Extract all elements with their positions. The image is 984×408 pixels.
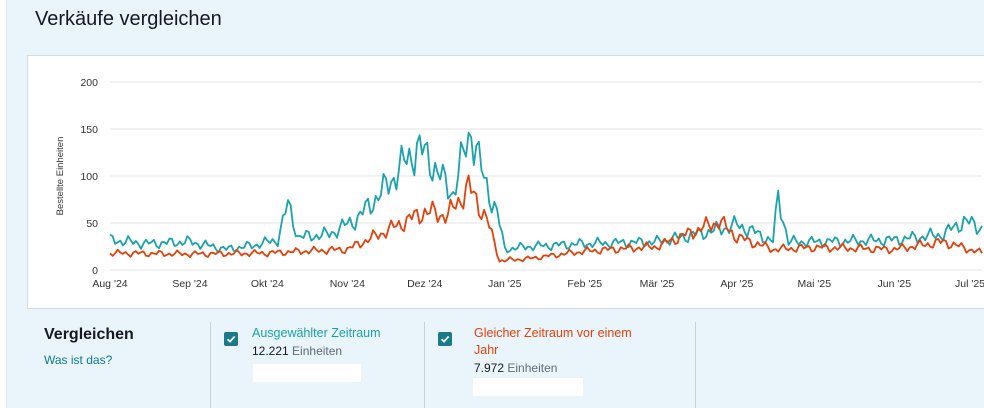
checkmark-icon — [226, 335, 236, 343]
checkmark-icon — [440, 335, 450, 343]
y-tick-label: 200 — [80, 77, 98, 89]
y-tick-label: 150 — [80, 124, 98, 136]
series-line-selected — [109, 131, 983, 254]
x-tick-label: Sep '24 — [172, 278, 207, 290]
x-tick-label: Nov '24 — [330, 278, 365, 290]
compare-section: Vergleichen Was ist das? Ausgewählter Ze… — [27, 318, 984, 408]
previous-year-label: Gleicher Zeitraum vor einem Jahr — [474, 325, 632, 359]
previous-year-checkbox[interactable] — [438, 332, 452, 346]
x-tick-label: Okt '24 — [251, 278, 284, 290]
previous-year-unit: Einheiten — [507, 361, 558, 375]
compare-title: Vergleichen — [44, 326, 134, 343]
previous-year-label-line1: Gleicher Zeitraum vor einem — [474, 326, 632, 340]
x-tick-label: Dez '24 — [407, 278, 442, 290]
chart-container: 0 50 100 150 200 Bestellte Einheiten Aug '24 Se… — [27, 55, 984, 309]
redacted-area — [253, 364, 361, 382]
selected-period-checkbox[interactable] — [224, 332, 238, 346]
previous-year-count: 7.972 — [474, 361, 505, 375]
y-axis-label: Bestellte Einheiten — [55, 137, 66, 216]
x-tick-label: Aug '24 — [92, 278, 127, 290]
x-tick-label: Mär '25 — [640, 278, 675, 290]
selected-period-label: Ausgewählter Zeitraum — [252, 326, 381, 340]
selected-period-value: 12.221 Einheiten — [252, 344, 342, 358]
x-tick-label: Jan '25 — [488, 278, 522, 290]
sales-line-chart: 0 50 100 150 200 Bestellte Einheiten Aug '24 Se… — [55, 77, 984, 290]
y-tick-label: 0 — [92, 265, 98, 277]
divider — [424, 322, 425, 408]
x-tick-label: Mai '25 — [798, 278, 832, 290]
redacted-area — [473, 378, 583, 396]
selected-period-count: 12.221 — [252, 344, 289, 358]
page-title: Verkäufe vergleichen — [35, 8, 222, 30]
sales-compare-panel: Verkäufe vergleichen 0 50 100 150 200 Bestell… — [6, 0, 984, 408]
divider — [695, 322, 696, 408]
divider — [210, 322, 211, 408]
x-tick-label: Jun '25 — [878, 278, 912, 290]
series-line-previous — [109, 174, 983, 263]
y-tick-label: 100 — [80, 171, 98, 183]
y-tick-label: 50 — [86, 218, 98, 230]
x-tick-label: Jul '25 — [955, 278, 984, 290]
x-tick-label: Feb '25 — [567, 278, 602, 290]
previous-year-value: 7.972 Einheiten — [474, 361, 557, 375]
previous-year-label-line2: Jahr — [474, 343, 499, 357]
what-is-this-link[interactable]: Was ist das? — [44, 353, 113, 367]
x-tick-label: Apr '25 — [720, 278, 753, 290]
selected-period-unit: Einheiten — [292, 344, 343, 358]
